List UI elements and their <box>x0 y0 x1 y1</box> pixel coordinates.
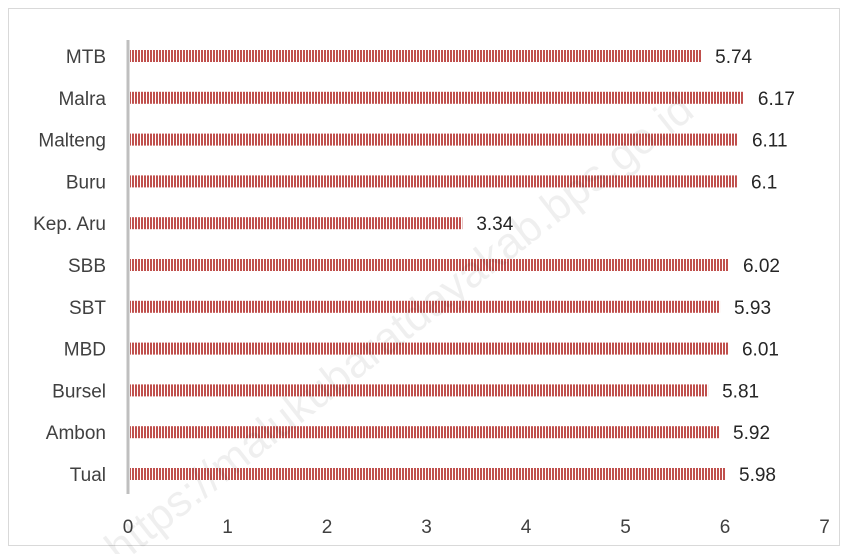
value-label: 6.01 <box>742 340 779 361</box>
bar-ambon <box>130 426 720 439</box>
watermark-text: https://malukubaratdayakab.bps.go.id <box>96 84 702 554</box>
value-label: 6.11 <box>752 131 788 152</box>
value-label: 5.93 <box>734 298 771 319</box>
category-label: Tual <box>70 465 106 486</box>
bar-sbt <box>130 300 721 313</box>
x-tick-label: 1 <box>222 517 233 538</box>
value-label: 5.98 <box>739 465 776 486</box>
value-label: 5.92 <box>733 423 770 444</box>
value-label: 5.81 <box>722 381 759 402</box>
x-tick-label: 7 <box>819 517 830 538</box>
value-label: 6.1 <box>751 172 777 193</box>
category-label: Malteng <box>38 131 106 152</box>
bar-malteng <box>130 133 738 146</box>
x-tick-label: 4 <box>521 517 532 538</box>
bar-sbb <box>130 259 729 271</box>
value-label: 3.34 <box>476 214 513 235</box>
category-label: MBD <box>64 340 106 361</box>
x-tick-label: 0 <box>123 517 134 538</box>
bar-mbd <box>130 342 728 355</box>
category-label: Buru <box>66 172 106 193</box>
category-label: SBT <box>69 298 106 319</box>
category-label: Kep. Aru <box>33 214 106 235</box>
x-tick-label: 3 <box>421 517 432 538</box>
value-label: 5.74 <box>715 47 752 68</box>
bar-bursel <box>130 384 709 397</box>
x-tick-label: 2 <box>322 517 333 538</box>
category-label: Malra <box>58 89 106 110</box>
category-label: Ambon <box>46 423 106 444</box>
x-tick-label: 6 <box>720 517 731 538</box>
bar-tual <box>130 468 726 480</box>
value-label: 6.17 <box>758 89 795 110</box>
value-label: 6.02 <box>743 256 780 277</box>
category-label: SBB <box>68 256 106 277</box>
bar-malra <box>130 91 744 104</box>
category-label: MTB <box>66 47 106 68</box>
x-tick-label: 5 <box>620 517 631 538</box>
bar-kep-aru <box>130 217 463 230</box>
bar-buru <box>130 175 737 188</box>
bar-mtb <box>130 50 702 62</box>
category-label: Bursel <box>52 381 106 402</box>
